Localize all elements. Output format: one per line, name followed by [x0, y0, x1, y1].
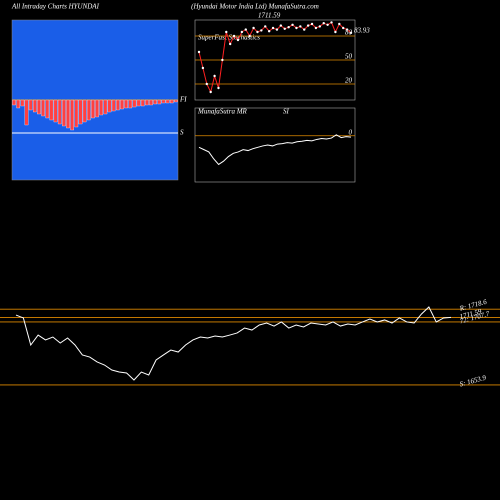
bar: [99, 99, 104, 116]
page-title: All Intraday Charts HYUNDAI: [11, 3, 100, 11]
point: [248, 34, 251, 38]
page-subtitle: (Hyundai Motor India Ltd) MunafaSutra.co…: [191, 3, 319, 11]
bar: [95, 99, 99, 118]
bar: [161, 99, 166, 104]
bar: [174, 99, 178, 103]
point: [279, 24, 283, 27]
bar: [149, 99, 153, 106]
point: [267, 30, 271, 33]
bar: [120, 99, 124, 110]
point: [330, 21, 333, 24]
y-tick-label: 80: [345, 29, 353, 37]
bar: [62, 99, 66, 127]
point: [306, 24, 310, 27]
point: [275, 28, 279, 31]
point: [264, 25, 267, 28]
point: [244, 28, 247, 31]
point: [256, 30, 259, 34]
point: [295, 26, 298, 30]
point: [205, 82, 208, 86]
bar: [116, 99, 120, 111]
price-line: [15, 306, 452, 381]
point: [197, 50, 201, 54]
bar: [57, 99, 62, 125]
point: [291, 23, 294, 26]
bar: [82, 99, 87, 123]
bar: [107, 99, 112, 113]
bar: [53, 99, 58, 123]
y-tick-label: 20: [345, 77, 353, 85]
bar: [37, 99, 41, 115]
point: [201, 66, 205, 70]
point: [342, 26, 345, 30]
bar: [74, 99, 79, 128]
level-label: S: 1653.9: [459, 374, 487, 389]
point: [271, 26, 275, 30]
level-label: S: [180, 129, 184, 137]
point: [232, 34, 236, 38]
bar: [169, 99, 174, 104]
point: [310, 22, 314, 26]
point: [318, 25, 322, 28]
point: [213, 74, 216, 78]
bar: [136, 99, 141, 107]
bar: [41, 99, 45, 117]
panel-title: MunafaSutra MR: [197, 108, 248, 116]
value-label: 83.93: [354, 26, 370, 34]
bar: [124, 99, 128, 109]
bar: [49, 99, 54, 121]
point: [314, 26, 318, 30]
point: [334, 30, 337, 34]
point: [240, 30, 244, 34]
bar: [33, 99, 37, 113]
point: [345, 28, 349, 31]
point: [283, 27, 286, 30]
point: [303, 28, 306, 31]
price-line: [198, 134, 352, 166]
point: [322, 22, 325, 25]
bar: [70, 99, 74, 131]
point: [287, 26, 290, 29]
point: [349, 31, 353, 35]
y-tick-label: 50: [345, 53, 353, 61]
bar: [12, 99, 16, 106]
bar: [16, 99, 21, 109]
bar: [78, 99, 83, 125]
point: [228, 42, 232, 46]
price-label: 1711.59: [258, 12, 281, 20]
bar: [86, 99, 91, 121]
bar: [91, 99, 95, 119]
bar: [157, 99, 162, 105]
point: [221, 58, 224, 62]
bar: [153, 99, 157, 105]
panel-title: SuperFast Stochastics: [198, 34, 260, 42]
point: [252, 26, 255, 30]
point: [326, 23, 329, 26]
point: [236, 38, 240, 42]
bar: [145, 99, 149, 106]
bar: [45, 99, 50, 119]
bar: [165, 99, 170, 104]
bar: [66, 99, 70, 129]
bar: [128, 99, 133, 109]
bar: [132, 99, 137, 108]
bar: [28, 99, 33, 111]
point: [217, 86, 220, 90]
bar: [111, 99, 116, 112]
bar: [20, 99, 25, 107]
bar: [140, 99, 145, 107]
point: [209, 90, 212, 94]
point: [338, 22, 341, 26]
point: [225, 30, 228, 34]
bar: [24, 99, 29, 126]
price-line: [198, 21, 352, 94]
point: [260, 29, 263, 32]
point: [299, 25, 302, 28]
y-tick-label: 0: [349, 128, 353, 136]
bar: [103, 99, 108, 115]
level-label: FI: [179, 96, 187, 104]
panel-title: SI: [283, 108, 290, 116]
